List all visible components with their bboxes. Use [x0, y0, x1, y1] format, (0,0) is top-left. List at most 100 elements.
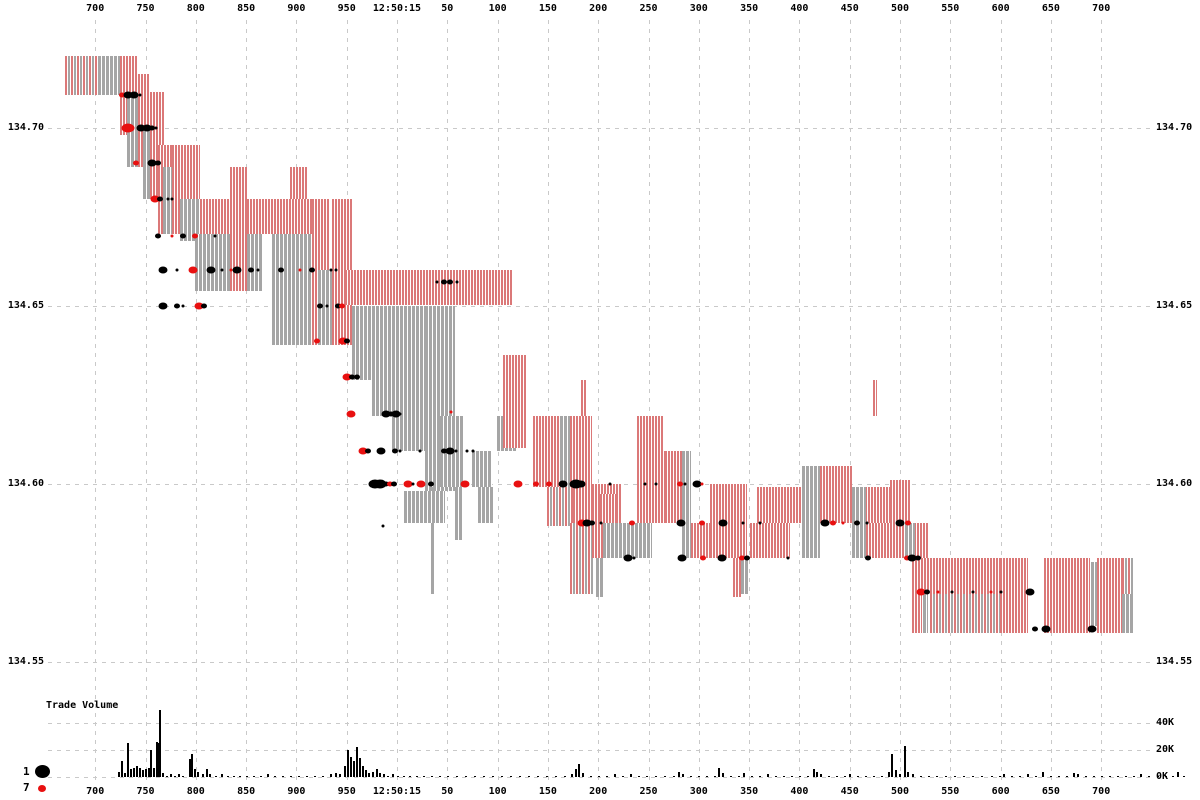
trade-dot	[718, 519, 728, 527]
trade-dot	[676, 519, 686, 527]
x-tick-label-bottom: 250	[639, 786, 658, 797]
volume-bar	[188, 759, 191, 777]
x-tick-label-top: 450	[840, 3, 859, 14]
trade-dot	[298, 268, 302, 272]
volume-bar	[920, 775, 923, 777]
volume-bar	[142, 770, 145, 777]
trade-dot	[348, 374, 355, 380]
volume-bar	[416, 775, 419, 777]
time-gridline	[698, 20, 700, 781]
x-tick-label-bottom: 500	[890, 786, 910, 797]
x-tick-label-top: 350	[740, 3, 759, 14]
volume-bar	[149, 750, 152, 777]
depth-band	[478, 487, 494, 523]
x-tick-label-bottom: 700	[86, 786, 105, 797]
volume-bar	[1133, 775, 1136, 777]
x-tick-label-bottom: 100	[488, 786, 507, 797]
trade-dot	[545, 481, 552, 486]
volume-bar	[894, 770, 897, 777]
trade-dot	[213, 234, 217, 238]
depth-band	[344, 269, 512, 306]
volume-bar	[1156, 775, 1159, 777]
volume-bar	[386, 775, 389, 777]
trade-dot	[343, 338, 350, 344]
trade-dot	[950, 590, 954, 594]
volume-bar	[590, 775, 593, 777]
volume-bar	[928, 775, 931, 777]
trade-dot	[744, 555, 751, 561]
volume-bar	[582, 772, 585, 777]
trade-dot	[632, 556, 636, 560]
depth-band	[570, 415, 593, 523]
volume-bar	[364, 770, 367, 777]
trade-dot	[229, 268, 233, 272]
depth-band	[923, 593, 929, 634]
volume-bar	[181, 775, 184, 777]
x-tick-label-top: 700	[1092, 3, 1111, 14]
volume-bar	[1093, 775, 1096, 777]
volume-bar	[1065, 775, 1068, 777]
depth-band	[559, 415, 571, 488]
volume-bar	[201, 774, 204, 777]
trade-dot	[403, 480, 413, 487]
volume-bar	[638, 775, 641, 777]
volume-bar	[578, 763, 581, 777]
volume-bar	[233, 775, 236, 777]
volume-bar	[890, 754, 893, 777]
volume-bar	[738, 775, 741, 777]
volume-bar	[705, 775, 708, 777]
trade-dot	[895, 519, 905, 527]
trade-dot	[342, 373, 352, 381]
volume-bar	[1018, 775, 1021, 777]
price-label-left: 134.70	[7, 121, 44, 133]
volume-bar	[998, 775, 1001, 777]
time-gridline	[547, 20, 549, 781]
trade-dot	[786, 556, 790, 560]
volume-bar	[274, 775, 277, 777]
volume-bar	[990, 775, 993, 777]
volume-bar	[282, 775, 285, 777]
depth-band	[912, 558, 923, 633]
volume-bar	[465, 775, 468, 777]
trade-dot	[445, 447, 455, 455]
trade-dot	[676, 481, 683, 486]
volume-bar	[848, 774, 851, 777]
trade-dot	[683, 482, 687, 485]
trade-dot	[119, 92, 126, 98]
trade-dot	[460, 480, 470, 487]
volume-bar	[334, 772, 337, 777]
volume-bar	[622, 775, 625, 777]
volume-bar	[144, 768, 147, 777]
depth-band	[1122, 558, 1134, 594]
trade-dot	[643, 482, 647, 485]
trade-dot	[441, 448, 448, 454]
trade-dot	[428, 481, 435, 486]
volume-bar	[226, 775, 229, 777]
trade-dot	[133, 160, 140, 166]
volume-bar	[246, 775, 249, 777]
trade-dot	[582, 519, 592, 527]
volume-bar	[338, 774, 341, 777]
trade-dot	[677, 554, 687, 562]
volume-axis-label: 0K	[1156, 771, 1169, 782]
depth-band	[331, 198, 352, 345]
trade-dot	[386, 481, 393, 486]
trade-dot	[129, 91, 139, 99]
volume-axis-label: 20K	[1156, 744, 1175, 755]
depth-band	[546, 487, 574, 527]
volume-bar	[571, 774, 574, 777]
trade-dot	[915, 555, 922, 561]
volume-bar	[1164, 775, 1167, 777]
volume-bar	[152, 767, 155, 777]
trade-dot	[220, 268, 224, 272]
volume-bar	[1117, 775, 1120, 777]
volume-bar	[1034, 775, 1037, 777]
volume-bar	[509, 775, 512, 777]
volume-bar	[371, 771, 374, 777]
depth-band	[930, 593, 1000, 634]
trade-dot	[989, 590, 993, 594]
volume-bar	[775, 775, 778, 777]
volume-bar	[423, 775, 426, 777]
trade-dot	[170, 234, 174, 238]
depth-band	[194, 234, 263, 292]
